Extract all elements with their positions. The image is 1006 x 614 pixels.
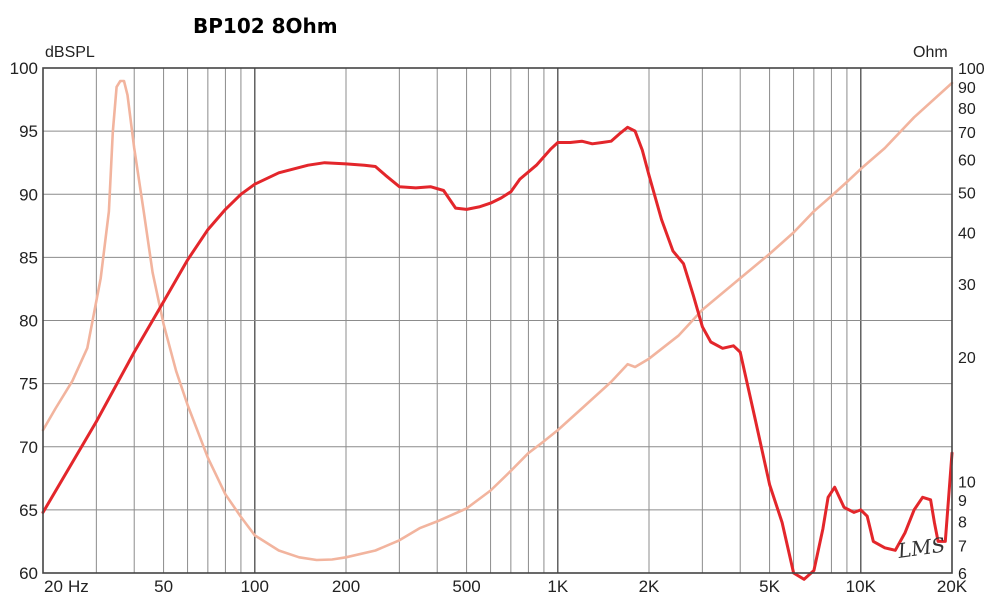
left-tick-label: 70 (19, 438, 38, 457)
x-tick-label: 500 (452, 577, 480, 596)
x-unit-label: Hz (68, 577, 89, 596)
right-tick-label: 6 (958, 566, 967, 583)
spl-series-line (41, 125, 954, 581)
x-tick-label: 50 (154, 577, 173, 596)
x-tick-label: 10K (846, 577, 877, 596)
left-tick-label: 75 (19, 375, 38, 394)
right-tick-label: 90 (958, 80, 976, 97)
right-tick-labels: 6 7 8 9 10 20 30 40 50 60 70 80 90 100 (958, 61, 985, 583)
right-tick-label: 10 (958, 474, 976, 491)
right-tick-label: 60 (958, 153, 976, 170)
impedance-series-line (41, 79, 954, 562)
left-axis-label: dBSPL (45, 44, 95, 61)
right-tick-label: 20 (958, 350, 976, 367)
left-tick-label: 85 (19, 248, 38, 267)
x-tick-label: 1K (547, 577, 568, 596)
x-tick-labels: 20 50 100 200 500 1K 2K 5K 10K 20K (44, 577, 968, 596)
x-tick-label: 20 (44, 577, 63, 596)
grid (43, 68, 952, 573)
right-tick-label: 100 (958, 61, 985, 78)
left-tick-label: 100 (10, 59, 38, 78)
left-tick-label: 90 (19, 185, 38, 204)
plot-frame (42, 67, 953, 574)
right-tick-label: 70 (958, 125, 976, 142)
right-axis-label: Ohm (913, 44, 948, 61)
left-tick-label: 80 (19, 312, 38, 331)
x-tick-label: 2K (639, 577, 660, 596)
left-tick-label: 65 (19, 501, 38, 520)
right-tick-label: 7 (958, 538, 967, 555)
x-tick-label: 200 (332, 577, 360, 596)
x-tick-label: 20K (937, 577, 968, 596)
left-tick-label: 95 (19, 122, 38, 141)
right-tick-label: 50 (958, 185, 976, 202)
x-tick-label: 100 (241, 577, 269, 596)
chart-title: BP102 8Ohm (193, 14, 338, 38)
right-tick-label: 80 (958, 101, 976, 118)
right-tick-label: 40 (958, 225, 976, 242)
left-tick-label: 60 (19, 564, 38, 583)
series-layer (41, 79, 954, 581)
right-tick-label: 9 (958, 493, 967, 510)
right-tick-label: 30 (958, 277, 976, 294)
x-tick-label: 5K (759, 577, 780, 596)
left-tick-labels: 60 65 70 75 80 85 90 95 100 (10, 59, 38, 583)
right-tick-label: 8 (958, 514, 967, 531)
